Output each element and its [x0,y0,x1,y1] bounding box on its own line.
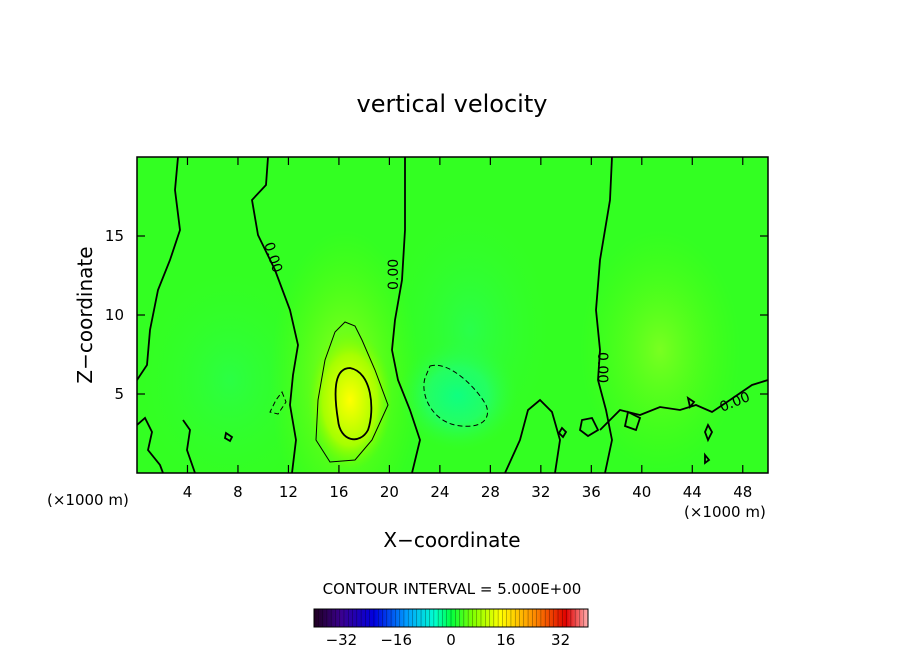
small-contour-d [704,422,714,443]
x-tick-label: 4 [183,483,193,501]
contour-6 [504,398,561,473]
contour-label-2: 0.00 [386,259,402,290]
contour-8 [182,419,196,473]
updraft-core [308,330,392,470]
contour-2 [251,157,299,473]
negative-contour-1 [423,364,488,427]
zero-contours [137,157,768,473]
x-tick-label: 36 [582,483,601,501]
contour-label-3: 0.00 [594,352,610,383]
negative-contours [269,364,488,427]
contour-7 [137,416,164,473]
y-axis-label: Z−coordinate [73,246,97,383]
weak-updraft-right [580,230,740,470]
updraft-inner-contour [334,367,373,441]
small-contour-a [223,431,234,443]
y-tick-label: 5 [114,385,124,403]
colorbar-ticks: −32 −16 0 16 32 [326,631,571,649]
contour-4 [595,157,613,473]
x-unit-left: (×1000 m) [47,491,129,509]
x-tick-label: 48 [733,483,752,501]
y-tick-label: 10 [105,306,124,324]
x-tick-label: 20 [380,483,399,501]
colorbar-tick-label: −16 [380,631,412,649]
x-unit-right: (×1000 m) [684,503,766,521]
contour-3 [391,157,421,473]
small-contour-c [686,396,696,410]
colorbar-segments [318,609,584,627]
small-contour-e [704,452,711,465]
contour-interval: CONTOUR INTERVAL = 5.000E+00 [323,580,582,598]
x-axis-label: X−coordinate [383,528,520,552]
colorbar-tick-label: 32 [551,631,570,649]
downdraft-halo [390,210,550,450]
colorbar: −32 −16 0 16 32 [313,608,589,649]
x-tick-label: 8 [233,483,243,501]
positive-contour [315,321,389,463]
x-tick-label: 32 [531,483,550,501]
colorbar-tick-label: 16 [496,631,515,649]
x-tick-label: 28 [481,483,500,501]
x-tick-label: 24 [430,483,449,501]
contour-1 [137,157,181,381]
x-tick-label: 44 [683,483,702,501]
x-tick-label: 16 [329,483,348,501]
small-contour-g [623,410,642,432]
chart-title: vertical velocity [357,90,548,118]
colorbar-tick-label: −32 [326,631,358,649]
x-axis: 4 8 12 16 20 24 28 32 36 40 44 48 [183,157,752,501]
y-axis: 5 10 15 [105,227,768,403]
y-tick-label: 15 [105,227,124,245]
small-contour-f [579,416,600,438]
small-contour-b [557,426,568,439]
heatmap-field [137,157,768,473]
negative-contour-2 [269,390,287,415]
x-tick-label: 12 [279,483,298,501]
x-tick-label: 40 [632,483,651,501]
colorbar-tick-label: 0 [446,631,456,649]
